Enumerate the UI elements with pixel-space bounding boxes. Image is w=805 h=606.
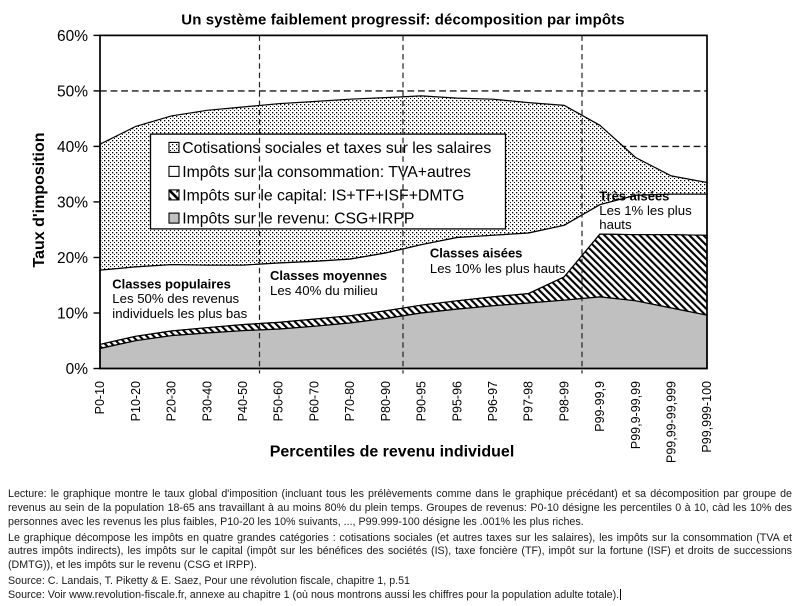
svg-text:Très aisées: Très aisées <box>599 189 669 204</box>
svg-text:P60-70: P60-70 <box>307 381 321 421</box>
svg-text:hauts: hauts <box>599 217 632 232</box>
svg-text:P90-95: P90-95 <box>415 381 429 421</box>
svg-text:Les 10% les plus hauts: Les 10% les plus hauts <box>430 261 566 276</box>
svg-text:20%: 20% <box>57 250 88 267</box>
svg-text:P99,9-99,99: P99,9-99,99 <box>629 381 643 449</box>
svg-text:Classes populaires: Classes populaires <box>112 276 231 291</box>
svg-text:P99,99-99,999: P99,99-99,999 <box>665 381 679 463</box>
svg-text:P80-90: P80-90 <box>379 381 393 421</box>
svg-text:10%: 10% <box>57 305 88 322</box>
svg-text:P50-60: P50-60 <box>272 381 286 421</box>
svg-text:P98-99: P98-99 <box>557 381 571 421</box>
svg-text:40%: 40% <box>57 139 88 156</box>
svg-text:Classes moyennes: Classes moyennes <box>270 268 387 283</box>
svg-text:Les 40% du milieu: Les 40% du milieu <box>270 283 378 298</box>
svg-text:P70-80: P70-80 <box>343 381 357 421</box>
svg-text:30%: 30% <box>57 194 88 211</box>
svg-text:Les 50% des revenus: Les 50% des revenus <box>112 291 239 306</box>
svg-text:Taux d'imposition: Taux d'imposition <box>31 132 48 267</box>
svg-text:individuels les plus bas: individuels les plus bas <box>112 306 247 321</box>
svg-text:P99,999-100: P99,999-100 <box>700 381 714 453</box>
svg-text:P95-96: P95-96 <box>450 381 464 421</box>
svg-text:P40-50: P40-50 <box>236 381 250 421</box>
svg-text:0%: 0% <box>66 361 89 378</box>
svg-text:50%: 50% <box>57 83 88 100</box>
svg-text:P30-40: P30-40 <box>200 381 214 421</box>
svg-text:Percentiles de revenu individu: Percentiles de revenu individuel <box>270 444 515 461</box>
svg-text:Un système faiblement progress: Un système faiblement progressif: décomp… <box>181 12 624 29</box>
svg-text:P0-10: P0-10 <box>93 381 107 414</box>
svg-text:P97-98: P97-98 <box>522 381 536 421</box>
svg-text:Impôts sur la consommation: TV: Impôts sur la consommation: TVA+autres <box>182 164 471 181</box>
svg-text:P99-99,9: P99-99,9 <box>593 381 607 432</box>
svg-text:60%: 60% <box>57 28 88 45</box>
svg-text:P10-20: P10-20 <box>129 381 143 421</box>
svg-text:Impôts sur le revenu: CSG+IRPP: Impôts sur le revenu: CSG+IRPP <box>182 211 414 228</box>
svg-text:Impôts sur le capital: IS+TF+I: Impôts sur le capital: IS+TF+ISF+DMTG <box>182 188 464 205</box>
svg-text:P20-30: P20-30 <box>165 381 179 421</box>
svg-text:Cotisations sociales et taxes: Cotisations sociales et taxes sur les sa… <box>182 140 491 157</box>
svg-text:Les 1% les plus: Les 1% les plus <box>599 203 692 218</box>
svg-text:Classes aisées: Classes aisées <box>430 246 523 261</box>
svg-text:P96-97: P96-97 <box>486 381 500 421</box>
